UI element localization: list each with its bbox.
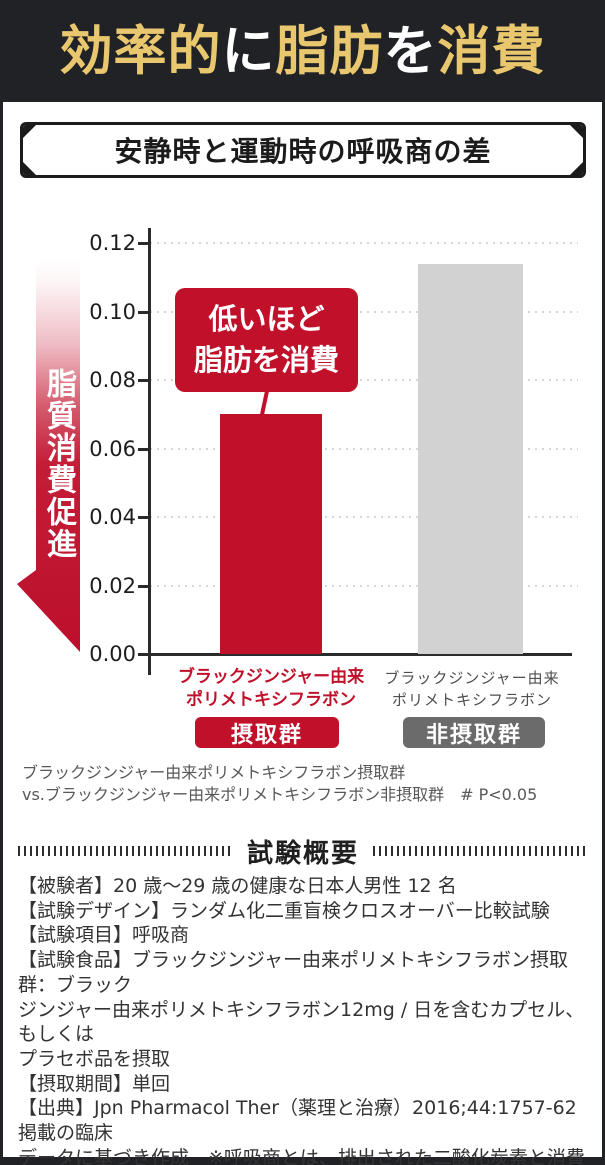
category-label-non-intake: ブラックジンジャー由来 ポリメトキシフラボン	[384, 669, 560, 709]
chart-title-box: 安静時と運動時の呼吸商の差	[20, 122, 586, 178]
study-detail-line: プラセボ品を摂取	[18, 1047, 171, 1070]
y-axis-tick	[138, 447, 150, 451]
study-detail-line: 【出典】Jpn Pharmacol Ther（薬理と治療）2016;44:175…	[18, 1097, 577, 1145]
corner-notch-icon	[23, 161, 37, 175]
study-detail-line: データに基づき作成 ※呼吸商とは、排出された二酸化炭素と消費された	[18, 1146, 585, 1165]
y-gridline	[150, 379, 578, 381]
study-detail-line: 【被験者】20 歳〜29 歳の健康な日本人男性 12 名	[18, 875, 457, 897]
study-detail-line: 【試験項目】呼吸商	[18, 924, 190, 947]
footnote-line: ブラックジンジャー由来ポリメトキシフラボン摂取群	[22, 763, 406, 782]
non-intake-group-badge: 非摂取群	[403, 717, 545, 748]
study-detail-line: 【試験デザイン】ランダム化二重盲検クロスオーバー比較試験	[18, 899, 550, 922]
y-axis-tick	[138, 516, 150, 519]
overview-heading-row: 試験概要	[18, 836, 589, 869]
y-gridline	[150, 242, 578, 244]
header-title-segment: 効率的	[59, 20, 222, 82]
chart-title: 安静時と運動時の呼吸商の差	[114, 135, 492, 168]
dotted-divider	[373, 846, 589, 856]
header-banner: 効率的に脂肪を消費	[0, 0, 605, 102]
down-arrow-icon	[17, 258, 80, 652]
y-gridline	[150, 310, 578, 313]
header-title-segment: 脂肪	[275, 20, 384, 82]
footnote-line: vs.ブラックジンジャー由来ポリメトキシフラボン非摂取群 # P<0.05	[22, 785, 538, 804]
non-intake-group-bar	[418, 263, 523, 654]
y-axis-line	[148, 228, 151, 675]
y-gridline	[150, 447, 578, 450]
header-title-segment: を	[383, 20, 438, 82]
callout-line: 脂肪を消費	[193, 343, 339, 377]
y-axis-tick	[138, 584, 150, 588]
y-axis-label: 0.12	[89, 231, 136, 255]
fat-consumption-arrow-label: 脂質消費促進	[41, 368, 76, 560]
corner-notch-icon	[569, 161, 583, 175]
study-detail-line: ジンジャー由来ポリメトキシフラボン12mg / 日を含むカプセル、もしくは	[18, 998, 585, 1046]
corner-notch-icon	[23, 125, 37, 139]
chart-footnote: ブラックジンジャー由来ポリメトキシフラボン摂取群 vs.ブラックジンジャー由来ポリ…	[22, 762, 588, 806]
y-axis-label: 0.10	[89, 299, 136, 324]
dotted-divider	[18, 846, 233, 856]
y-axis-label: 0.06	[89, 436, 136, 461]
y-axis-tick	[138, 379, 150, 382]
y-axis-tick	[138, 242, 150, 245]
y-axis-label: 0.08	[89, 368, 136, 392]
y-axis-label: 0.04	[89, 505, 136, 529]
callout-bubble: 低いほど 脂肪を消費	[175, 288, 358, 392]
intake-group-badge: 摂取群	[195, 717, 339, 748]
y-axis-tick	[138, 310, 150, 314]
y-gridline	[150, 516, 578, 518]
study-details: 【被験者】20 歳〜29 歳の健康な日本人男性 12 名【試験デザイン】ランダム…	[18, 874, 596, 1165]
corner-notch-icon	[569, 125, 583, 139]
y-axis-label: 0.02	[89, 573, 136, 598]
study-detail-line: 【摂取期間】単回	[18, 1072, 171, 1095]
category-label-intake: ブラックジンジャー由来 ポリメトキシフラボン	[177, 667, 365, 710]
y-gridline	[150, 584, 578, 587]
callout-line: 低いほど	[208, 302, 325, 336]
header-title-segment: 消費	[437, 20, 546, 82]
intake-group-bar	[220, 414, 322, 655]
study-detail-line: 【試験食品】ブラックジンジャー由来ポリメトキシフラボン摂取群：ブラック	[18, 949, 569, 996]
header-title-segment: に	[221, 20, 276, 82]
x-axis-line	[139, 653, 572, 656]
y-axis-label: 0.00	[89, 642, 136, 666]
overview-heading: 試験概要	[247, 838, 360, 869]
